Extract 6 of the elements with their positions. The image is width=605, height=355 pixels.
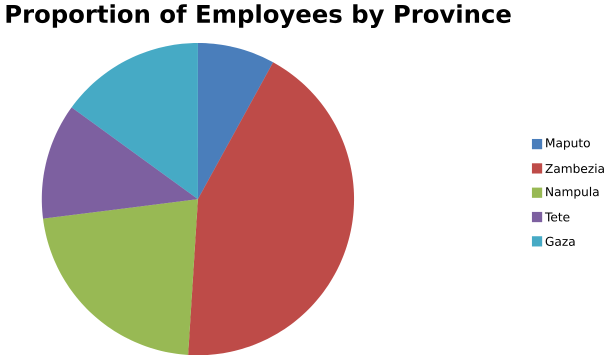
legend-label: Gaza (546, 236, 575, 246)
chart-title: Proportion of Employees by Province (6, 4, 511, 28)
legend-label: Tete (544, 212, 570, 222)
legend-label: Maputo (546, 138, 590, 150)
legend-label: Zambezia (546, 164, 604, 174)
legend-label: Nampula (546, 186, 599, 198)
